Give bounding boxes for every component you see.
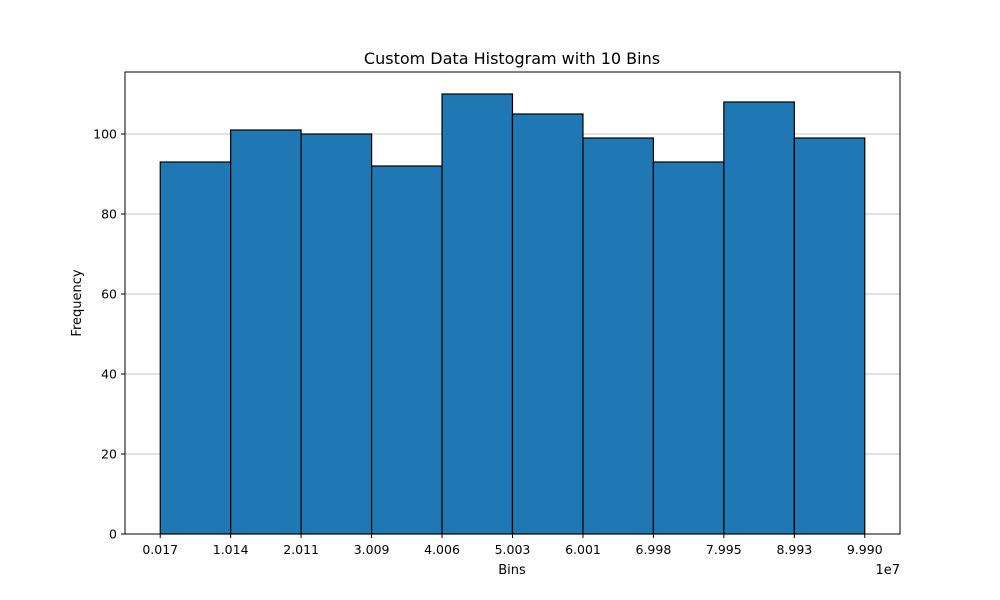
histogram-bar [230, 129, 302, 535]
x-axis-offset-label: 1e7 [875, 563, 900, 578]
bars [159, 93, 866, 535]
y-tick-label: 0 [109, 527, 117, 542]
chart-title: Custom Data Histogram with 10 Bins [364, 49, 660, 68]
histogram-bar [159, 161, 232, 535]
y-tick-label: 60 [101, 287, 117, 302]
y-tick-label: 100 [93, 127, 117, 142]
histogram-bar [723, 101, 795, 535]
histogram-bar [511, 113, 584, 535]
x-tick-label: 4.006 [424, 542, 460, 557]
y-tick-label: 20 [101, 447, 117, 462]
y-axis-label: Frequency [70, 269, 85, 336]
x-axis-label: Bins [498, 563, 526, 578]
x-tick-label: 6.001 [565, 542, 601, 557]
y-tick-label: 80 [101, 207, 117, 222]
x-axis-ticks: 0.017 1.014 2.011 3.009 4.006 5.003 6.001 6.998… [142, 534, 883, 557]
x-tick-label: 2.011 [283, 542, 319, 557]
x-tick-label: 5.003 [495, 542, 531, 557]
x-tick-label: 3.009 [354, 542, 390, 557]
y-axis-ticks: 0 20 40 60 80 100 [93, 127, 125, 542]
histogram-bar [370, 165, 443, 535]
y-tick-label: 40 [101, 367, 117, 382]
x-tick-label: 6.998 [636, 542, 672, 557]
histogram-bar [652, 161, 725, 535]
x-tick-label: 7.995 [706, 542, 742, 557]
x-tick-label: 8.993 [776, 542, 812, 557]
x-tick-label: 9.990 [847, 542, 883, 557]
histogram-bar [441, 93, 514, 535]
x-tick-label: 1.014 [213, 542, 249, 557]
histogram-bar [300, 133, 373, 535]
histogram-bar [582, 137, 655, 535]
x-tick-label: 0.017 [142, 542, 178, 557]
histogram-bar [793, 137, 866, 535]
